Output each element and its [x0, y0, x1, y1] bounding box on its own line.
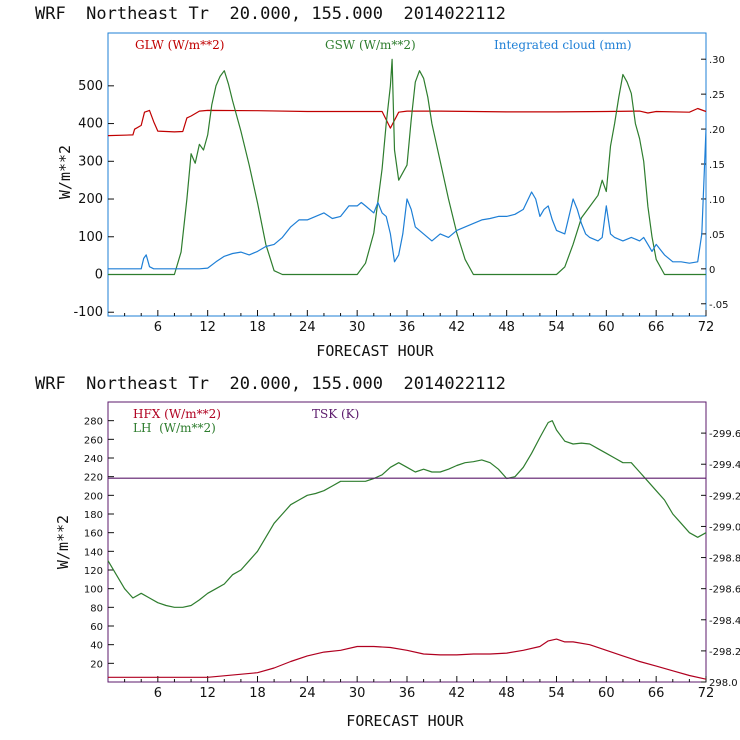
panel-2-x-axis-label: FORECAST HOUR	[346, 712, 464, 730]
p2-y-tick-label: 280	[84, 417, 103, 428]
p1-y-tick-label: 300	[78, 154, 103, 169]
p1-y2-tick-label: -.05	[709, 300, 729, 311]
legend-glw: GLW (W/m**2)	[135, 38, 224, 52]
p2-y2-tick-label: -298.6	[709, 585, 740, 596]
p1-x-tick-label: 42	[449, 320, 466, 335]
p1-y-tick-label: 0	[95, 267, 103, 282]
p2-y2-tick-label: -299.6	[709, 429, 740, 440]
panel-1-y-axis-label: W/m**2	[56, 145, 74, 199]
p1-y-tick-label: 200	[78, 192, 103, 207]
p2-y2-tick-label: -298.2	[709, 647, 740, 658]
p1-x-tick-label: 18	[249, 320, 266, 335]
p2-y-tick-label: 260	[84, 435, 103, 446]
p2-y-tick-label: 100	[84, 585, 103, 596]
p2-y2-tick-label: 298.0	[709, 678, 738, 689]
p1-series-gsw-line	[108, 58, 706, 276]
p2-y-tick-label: 60	[90, 622, 103, 633]
p2-x-tick-label: 66	[648, 686, 665, 701]
panel-1-title: WRF Northeast Tr 20.000, 155.000 2014022…	[35, 4, 506, 24]
p2-y-tick-label: 140	[84, 547, 103, 558]
p2-x-tick-label: 30	[349, 686, 366, 701]
p1-x-tick-label: 54	[548, 320, 565, 335]
p2-y-tick-label: 80	[90, 603, 103, 614]
p2-y-tick-label: 160	[84, 529, 103, 540]
panel-1-plot-area	[107, 58, 707, 276]
p1-y2-tick-label: .30	[709, 55, 725, 66]
p2-y-tick-label: 120	[84, 566, 103, 577]
p1-x-tick-label: 72	[698, 320, 715, 335]
panel-2-title: WRF Northeast Tr 20.000, 155.000 2014022…	[35, 374, 506, 394]
p2-y-tick-label: 220	[84, 473, 103, 484]
p2-x-tick-label: 72	[698, 686, 715, 701]
p2-x-tick-label: 36	[399, 686, 416, 701]
panel-2-plot-area	[107, 420, 707, 680]
p1-x-tick-label: 36	[399, 320, 416, 335]
p2-y2-tick-label: -298.8	[709, 554, 740, 565]
p2-x-tick-label: 60	[598, 686, 615, 701]
p1-x-tick-label: 48	[498, 320, 515, 335]
p2-x-tick-label: 48	[498, 686, 515, 701]
legend-lh: LH (W/m**2)	[133, 421, 216, 435]
panel-2-frame	[107, 401, 707, 683]
p2-x-tick-label: 42	[449, 686, 466, 701]
p1-x-tick-label: 24	[299, 320, 316, 335]
p1-x-tick-label: 30	[349, 320, 366, 335]
p2-y-tick-label: 180	[84, 510, 103, 521]
p2-y2-tick-label: -299.0	[709, 522, 740, 533]
p2-x-tick-label: 12	[199, 686, 216, 701]
p2-y2-tick-label: -299.2	[709, 491, 740, 502]
p2-x-tick-label: 6	[154, 686, 162, 701]
p1-y2-tick-label: .20	[709, 125, 725, 136]
p1-series-integrated-line	[108, 129, 707, 270]
legend-integrated-cloud: Integrated cloud (mm)	[494, 38, 632, 52]
p1-x-tick-label: 6	[154, 320, 162, 335]
p2-x-tick-label: 24	[299, 686, 316, 701]
p1-y2-tick-label: .15	[709, 160, 725, 171]
p1-y-tick-label: 500	[78, 79, 103, 94]
p2-series-hfx-line	[108, 638, 707, 680]
panel-1: WRF Northeast Tr 20.000, 155.000 2014022…	[35, 4, 729, 360]
legend-tsk: TSK (K)	[312, 407, 359, 421]
legend-hfx: HFX (W/m**2)	[133, 407, 221, 421]
p1-y2-tick-label: 0	[709, 265, 715, 276]
legend-gsw: GSW (W/m**2)	[325, 38, 416, 52]
panel-2-axes: 6 12 18 24 30 36 42 48 54 60 66 72 20 40 60 80 100 120 140…	[84, 417, 740, 701]
panel-1-axes: 6 12 18 24 30 36 42 48 54 60 66 72 -100 0 100 200 300 400…	[73, 55, 728, 335]
p1-y2-tick-label: .25	[709, 90, 725, 101]
p1-y-tick-label: -100	[73, 305, 103, 320]
p1-y-tick-label: 100	[78, 230, 103, 245]
p2-y-tick-label: 40	[90, 641, 103, 652]
p2-x-tick-label: 18	[249, 686, 266, 701]
p1-x-tick-label: 60	[598, 320, 615, 335]
p2-y2-tick-label: -299.4	[709, 460, 740, 471]
p1-y2-tick-label: .10	[709, 195, 725, 206]
p1-y-tick-label: 400	[78, 117, 103, 132]
panel-1-x-axis-label: FORECAST HOUR	[316, 342, 434, 360]
panel-2: WRF Northeast Tr 20.000, 155.000 2014022…	[35, 374, 740, 730]
p2-y2-tick-label: -298.4	[709, 616, 740, 627]
p2-y-tick-label: 240	[84, 454, 103, 465]
p2-y-tick-label: 20	[90, 659, 103, 670]
p1-y2-tick-label: .05	[709, 230, 725, 241]
p2-y-tick-label: 200	[84, 491, 103, 502]
p2-series-lh-line	[107, 420, 707, 608]
p1-x-tick-label: 12	[199, 320, 216, 335]
panel-1-frame	[107, 32, 707, 317]
p1-x-tick-label: 66	[648, 320, 665, 335]
panel-2-y-axis-label: W/m**2	[54, 515, 72, 569]
p2-x-tick-label: 54	[548, 686, 565, 701]
